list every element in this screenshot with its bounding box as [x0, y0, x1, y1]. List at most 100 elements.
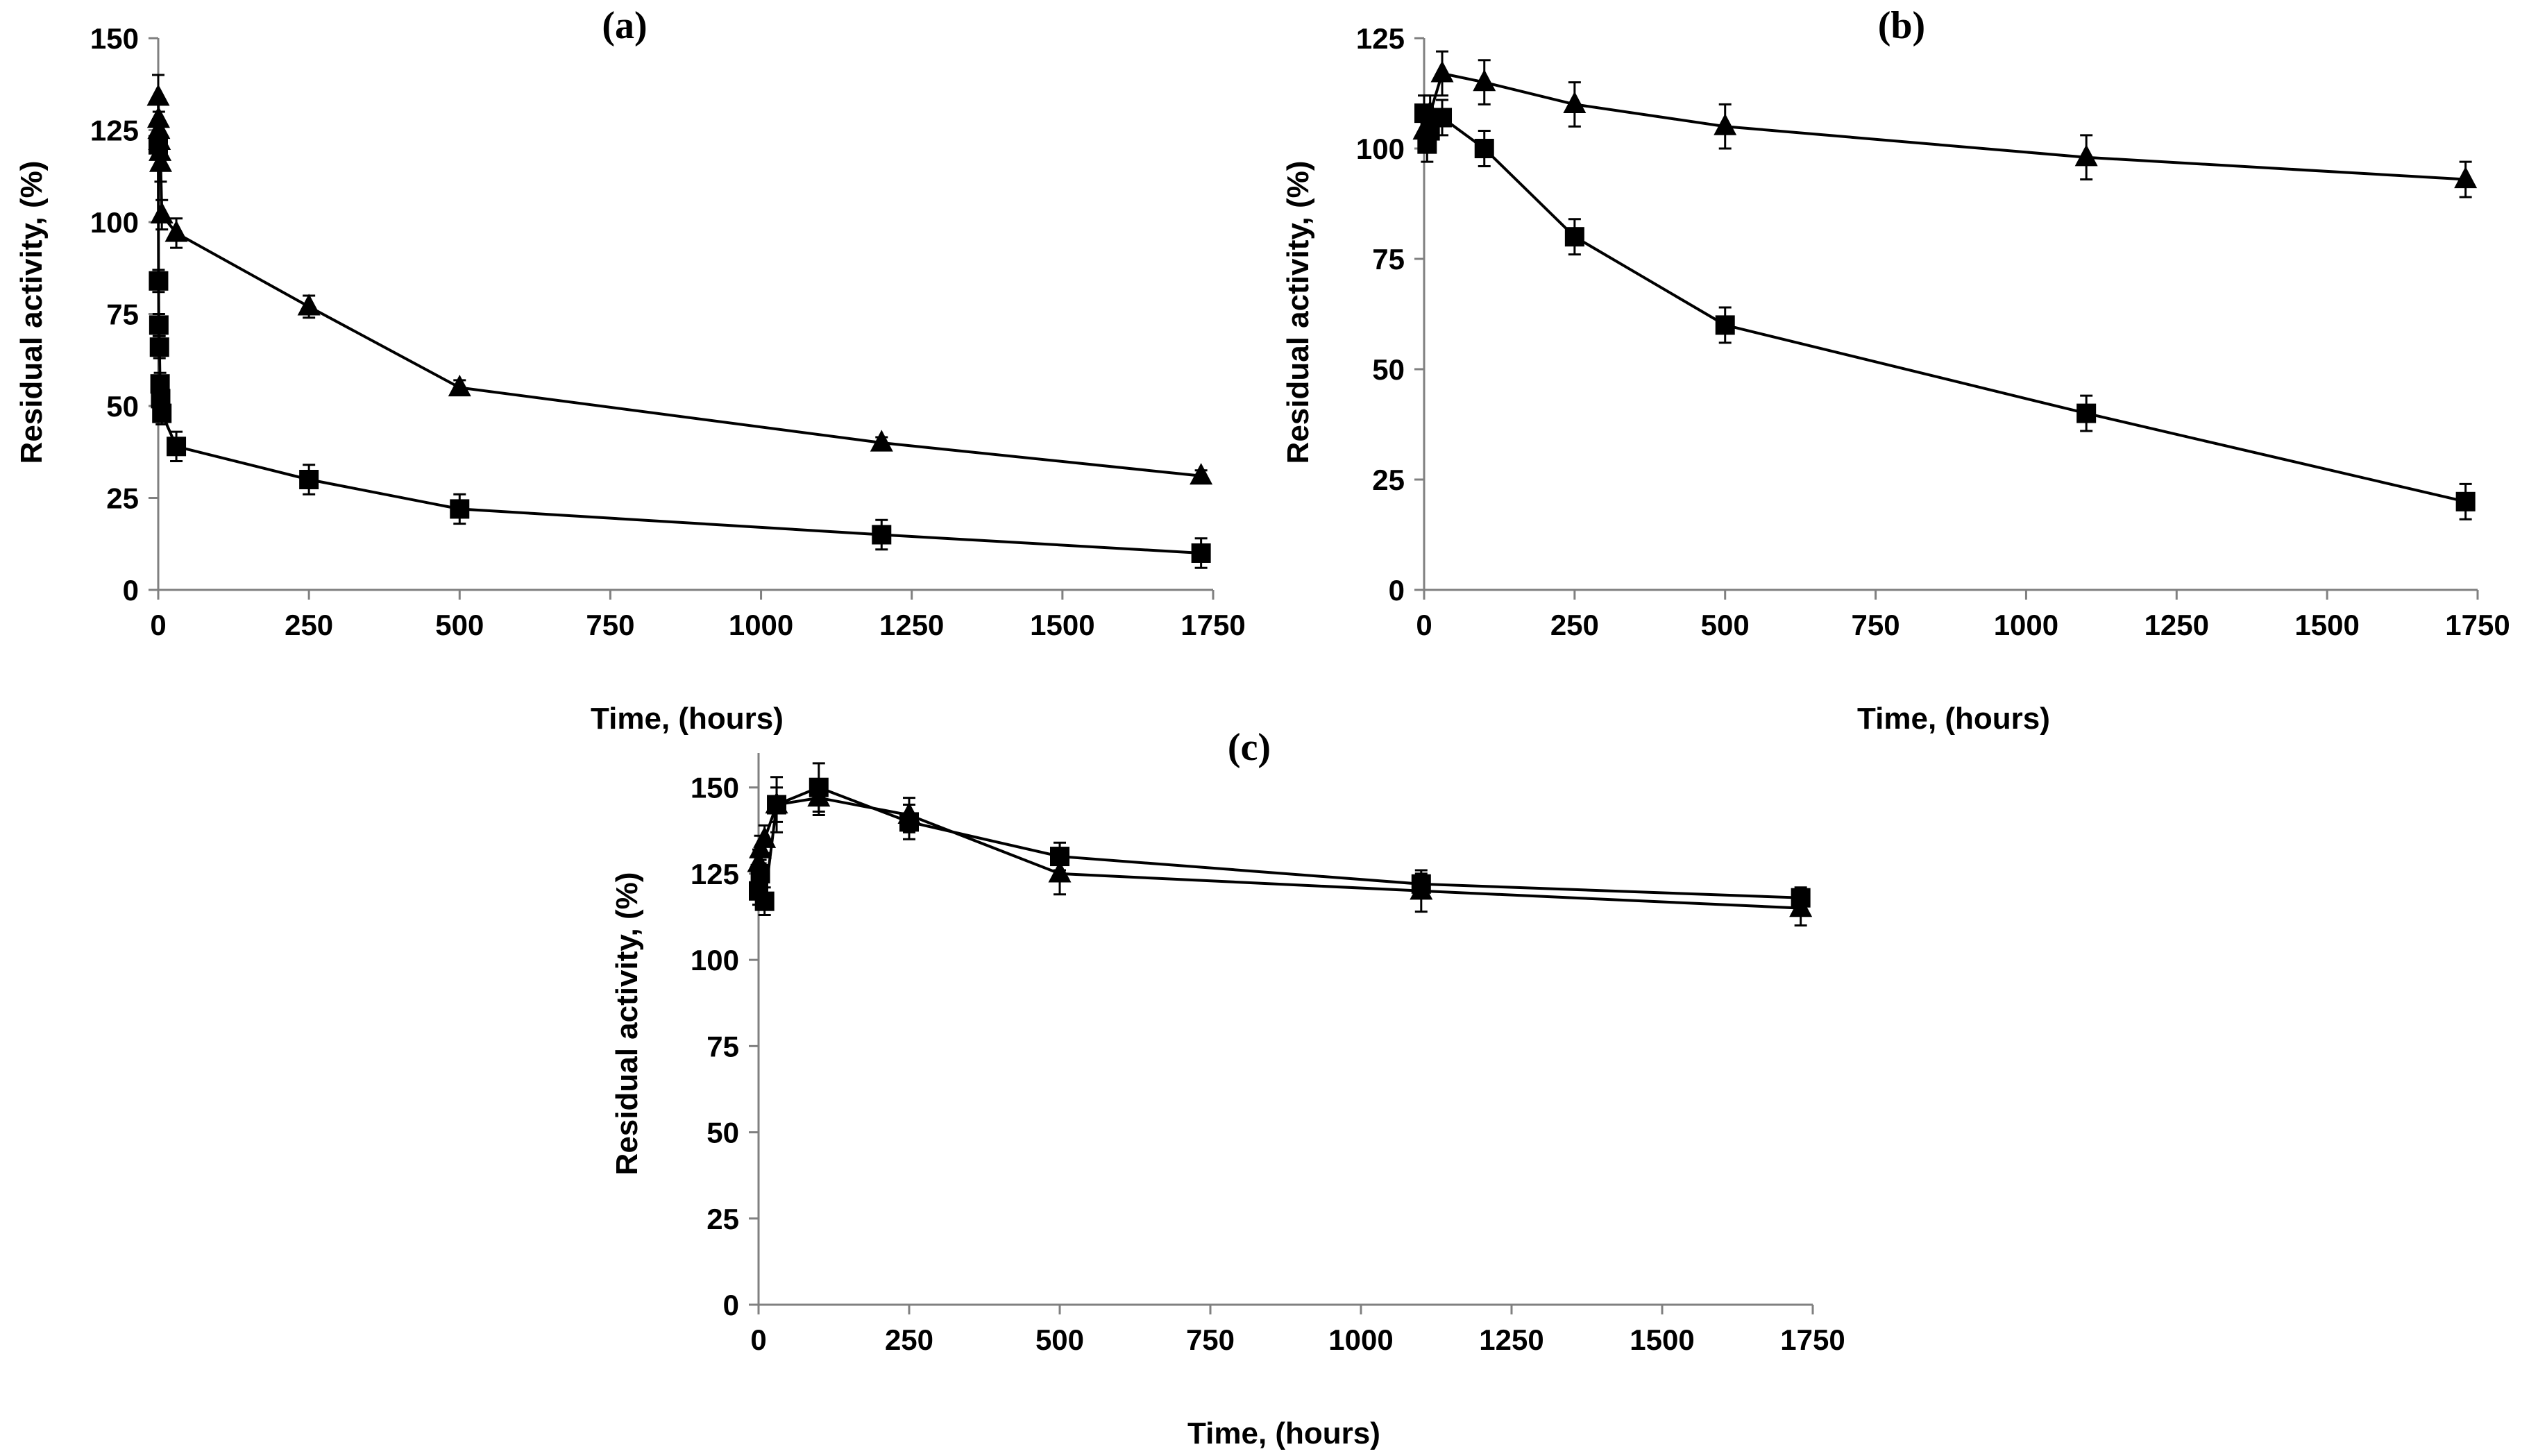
data-point-square [1411, 874, 1431, 894]
x-tick-label: 500 [1701, 609, 1750, 641]
y-tick-label: 75 [707, 1030, 739, 1063]
x-tick-label: 0 [150, 609, 166, 641]
data-point-triangle [1190, 463, 1213, 485]
series-line [157, 144, 1201, 555]
x-tick-label: 1250 [1479, 1323, 1543, 1356]
x-tick-label: 1250 [879, 609, 944, 641]
y-tick-label: 25 [707, 1203, 739, 1235]
data-point-triangle [753, 826, 777, 848]
data-point-square [167, 437, 187, 457]
data-point-square [1432, 108, 1453, 128]
y-tick-label: 25 [1372, 464, 1405, 496]
data-point-triangle [1430, 60, 1454, 83]
data-point-square [149, 271, 169, 291]
y-tick-label: 50 [707, 1117, 739, 1149]
y-tick-label: 75 [1372, 243, 1405, 276]
data-point-square [767, 795, 787, 815]
x-tick-label: 750 [586, 609, 634, 641]
data-point-triangle [149, 150, 172, 172]
x-tick-label: 1250 [2144, 609, 2209, 641]
y-axis-label: Residual activity, (%) [15, 161, 49, 464]
y-axis-label: Residual activity, (%) [1281, 161, 1315, 464]
x-tick-label: 250 [1550, 609, 1599, 641]
x-tick-label: 0 [750, 1323, 766, 1356]
x-tick-label: 500 [435, 609, 484, 641]
x-tick-label: 1500 [1630, 1323, 1694, 1356]
data-point-square [1050, 847, 1069, 867]
x-tick-label: 1000 [1994, 609, 2058, 641]
y-tick-label: 150 [691, 772, 739, 804]
data-point-triangle [150, 201, 174, 223]
y-tick-label: 50 [106, 390, 139, 423]
x-tick-label: 250 [885, 1323, 933, 1356]
chart-title: (a) [602, 4, 647, 47]
y-tick-label: 25 [106, 482, 139, 515]
data-point-square [450, 499, 470, 519]
data-point-square [1191, 543, 1211, 563]
data-point-square [2076, 403, 2097, 423]
data-point-square [899, 812, 919, 832]
data-point-square [299, 470, 319, 489]
x-tick-label: 1750 [1181, 609, 1245, 641]
x-axis-label: Time, (hours) [1857, 702, 2050, 736]
data-point-square [1791, 888, 1811, 908]
data-point-triangle [870, 430, 893, 452]
data-point-triangle [1563, 91, 1587, 113]
y-tick-label: 0 [123, 574, 139, 607]
data-point-square [750, 863, 770, 883]
x-tick-label: 250 [285, 609, 333, 641]
y-tick-label: 100 [1356, 133, 1405, 165]
series-triangle [747, 779, 1813, 926]
x-tick-label: 1500 [2294, 609, 2359, 641]
y-axis-label: Residual activity, (%) [610, 872, 644, 1176]
data-point-square [149, 337, 169, 357]
series-square [1414, 94, 2476, 520]
x-tick-label: 750 [1852, 609, 1900, 641]
data-point-triangle [2454, 166, 2478, 189]
data-point-square [149, 135, 168, 155]
data-point-square [809, 777, 829, 797]
data-point-square [754, 891, 775, 911]
y-tick-label: 150 [90, 22, 139, 55]
x-tick-label: 1000 [729, 609, 793, 641]
y-tick-label: 75 [106, 298, 139, 331]
data-point-triangle [2074, 144, 2098, 167]
data-point-triangle [1048, 861, 1072, 883]
series-line [157, 96, 1201, 477]
data-point-square [1564, 227, 1584, 247]
y-tick-label: 125 [90, 115, 139, 147]
data-point-square [1474, 139, 1494, 158]
data-point-triangle [1714, 113, 1737, 135]
chart-title: (c) [1228, 726, 1271, 769]
series-triangle [146, 74, 1213, 485]
y-tick-label: 100 [90, 206, 139, 239]
series-triangle [1412, 50, 2478, 198]
series-square [749, 762, 1811, 917]
y-tick-label: 125 [691, 858, 739, 890]
data-point-triangle [1473, 69, 1496, 92]
data-point-square [152, 403, 172, 423]
x-tick-label: 1750 [2445, 609, 2510, 641]
y-tick-label: 125 [1356, 22, 1405, 55]
x-tick-label: 750 [1186, 1323, 1235, 1356]
data-point-square [149, 315, 169, 335]
series-square [149, 133, 1211, 569]
data-point-square [872, 525, 892, 545]
data-point-square [2455, 491, 2476, 511]
x-axis-label: Time, (hours) [1187, 1416, 1380, 1450]
y-tick-label: 0 [1389, 574, 1405, 607]
data-point-triangle [297, 294, 321, 316]
y-tick-label: 50 [1372, 353, 1405, 386]
x-tick-label: 1750 [1780, 1323, 1845, 1356]
x-tick-label: 0 [1416, 609, 1432, 641]
y-tick-label: 100 [691, 944, 739, 976]
data-point-triangle [164, 220, 188, 242]
chart-title: (b) [1878, 4, 1925, 47]
data-point-triangle [448, 374, 471, 397]
y-tick-label: 0 [723, 1289, 739, 1321]
data-point-square [1715, 315, 1735, 335]
x-tick-label: 1500 [1030, 609, 1094, 641]
